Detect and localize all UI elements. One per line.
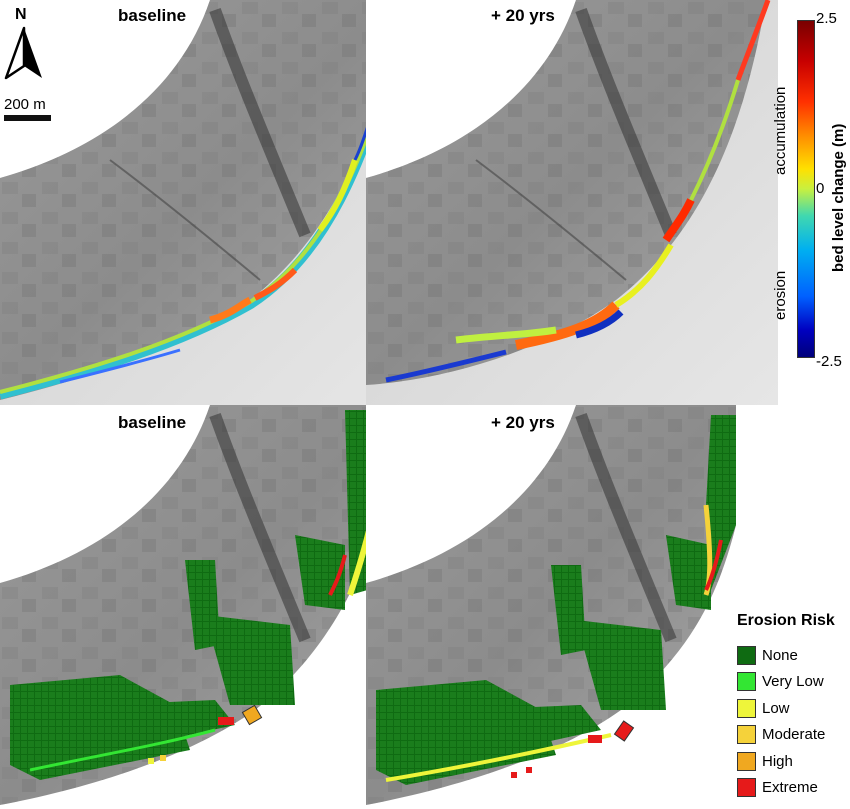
colorbar-erosion-label: erosion <box>772 270 789 320</box>
map-panel-top-right: + 20 yrs <box>366 0 778 405</box>
colorbar-accumulation-label: accumulation <box>772 86 789 175</box>
legend-swatch <box>737 778 756 798</box>
erosion-risk-legend: Erosion Risk None Very Low Low Moderate … <box>737 612 850 801</box>
legend-swatch <box>737 751 756 771</box>
map-image-bottom-left <box>0 405 412 809</box>
map-panel-bottom-right: + 20 yrs <box>366 405 736 809</box>
north-arrow-icon: N <box>2 6 46 80</box>
legend-item-low: Low <box>737 695 850 722</box>
colorbar-min-label: -2.5 <box>816 353 842 370</box>
map-image-top-left <box>0 0 412 405</box>
scale-bar: 200 m <box>4 96 56 121</box>
north-letter: N <box>15 6 27 23</box>
colorbar-title: bed level change (m) <box>830 123 847 272</box>
legend-item-none: None <box>737 642 850 669</box>
panel-title-top-left: baseline <box>118 6 187 25</box>
scale-bar-label: 200 m <box>4 96 46 113</box>
legend-item-high: High <box>737 748 850 775</box>
colorbar-gradient <box>797 20 815 358</box>
legend-label: Low <box>762 699 790 717</box>
panel-title-bottom-right: + 20 yrs <box>491 413 555 432</box>
legend-label: Moderate <box>762 726 826 744</box>
legend-swatch <box>737 645 756 665</box>
map-panel-top-left: baseline <box>0 0 412 405</box>
legend-label: High <box>762 752 793 770</box>
legend-swatch <box>737 725 756 745</box>
colorbar: 2.5 0 -2.5 accumulation erosion bed leve… <box>770 10 850 380</box>
legend-item-very-low: Very Low <box>737 669 850 696</box>
legend-title: Erosion Risk <box>737 612 835 629</box>
legend-label: Extreme <box>762 779 818 797</box>
map-image-bottom-right <box>366 405 736 809</box>
legend-item-extreme: Extreme <box>737 775 850 802</box>
colorbar-mid-label: 0 <box>816 180 825 197</box>
panel-title-top-right: + 20 yrs <box>491 6 555 25</box>
legend-swatch <box>737 698 756 718</box>
panel-title-bottom-left: baseline <box>118 413 187 432</box>
legend-swatch <box>737 672 756 692</box>
legend-label: Very Low <box>762 673 824 691</box>
map-panel-bottom-left: baseline <box>0 405 412 809</box>
scale-bar-line <box>4 115 51 121</box>
colorbar-max-label: 2.5 <box>816 10 837 27</box>
map-image-top-right <box>366 0 778 405</box>
legend-label: None <box>762 646 798 664</box>
legend-item-moderate: Moderate <box>737 722 850 749</box>
